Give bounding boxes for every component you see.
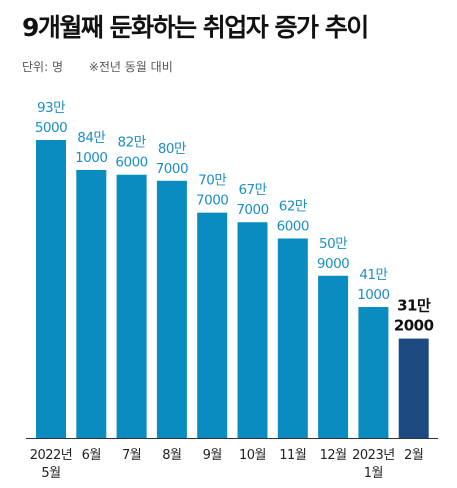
bar-6 xyxy=(277,238,308,438)
bar-0 xyxy=(36,140,66,438)
bar-3 xyxy=(156,180,187,438)
bar-8 xyxy=(358,307,389,438)
x-tick-label-8: 2023년 1월 xyxy=(352,448,395,481)
bar-9 xyxy=(398,338,429,438)
bar-5 xyxy=(237,222,268,438)
bar-value-label-6: 62만 6000 xyxy=(277,198,309,234)
bar-value-label-8: 41만 1000 xyxy=(357,267,389,303)
bar-value-label-9: 31만 2000 xyxy=(394,297,434,335)
bar-value-label-7: 50만 9000 xyxy=(317,236,349,272)
comparison-note: ※전년 동월 대비 xyxy=(88,60,173,74)
bar-value-label-5: 67만 7000 xyxy=(236,182,268,218)
x-tick-label-3: 8월 xyxy=(162,448,181,463)
bar-value-label-3: 80만 7000 xyxy=(156,141,188,177)
bar-1 xyxy=(76,169,107,438)
bar-2 xyxy=(116,174,147,438)
x-tick-label-0: 2022년 5월 xyxy=(30,448,73,481)
x-tick-label-7: 12월 xyxy=(320,448,347,463)
x-tick-label-6: 11월 xyxy=(279,448,306,463)
x-tick-label-9: 2월 xyxy=(404,448,423,463)
chart-title: 9개월째 둔화하는 취업자 증가 추이 xyxy=(22,13,369,42)
x-tick-label-2: 7월 xyxy=(122,448,141,463)
bar-value-label-1: 84만 1000 xyxy=(75,130,107,166)
bar-value-label-2: 82만 6000 xyxy=(115,135,147,171)
unit-label: 단위: 명 xyxy=(22,60,63,74)
bar-value-label-0: 93만 5000 xyxy=(35,100,67,136)
bar-value-label-4: 70만 7000 xyxy=(196,173,228,209)
x-tick-label-4: 9월 xyxy=(203,448,222,463)
x-tick-label-1: 6월 xyxy=(82,448,101,463)
x-tick-label-5: 10월 xyxy=(239,448,266,463)
bar-7 xyxy=(318,275,349,438)
chart-subtitle: 단위: 명 ※전년 동월 대비 xyxy=(22,58,173,75)
bar-4 xyxy=(197,212,228,438)
